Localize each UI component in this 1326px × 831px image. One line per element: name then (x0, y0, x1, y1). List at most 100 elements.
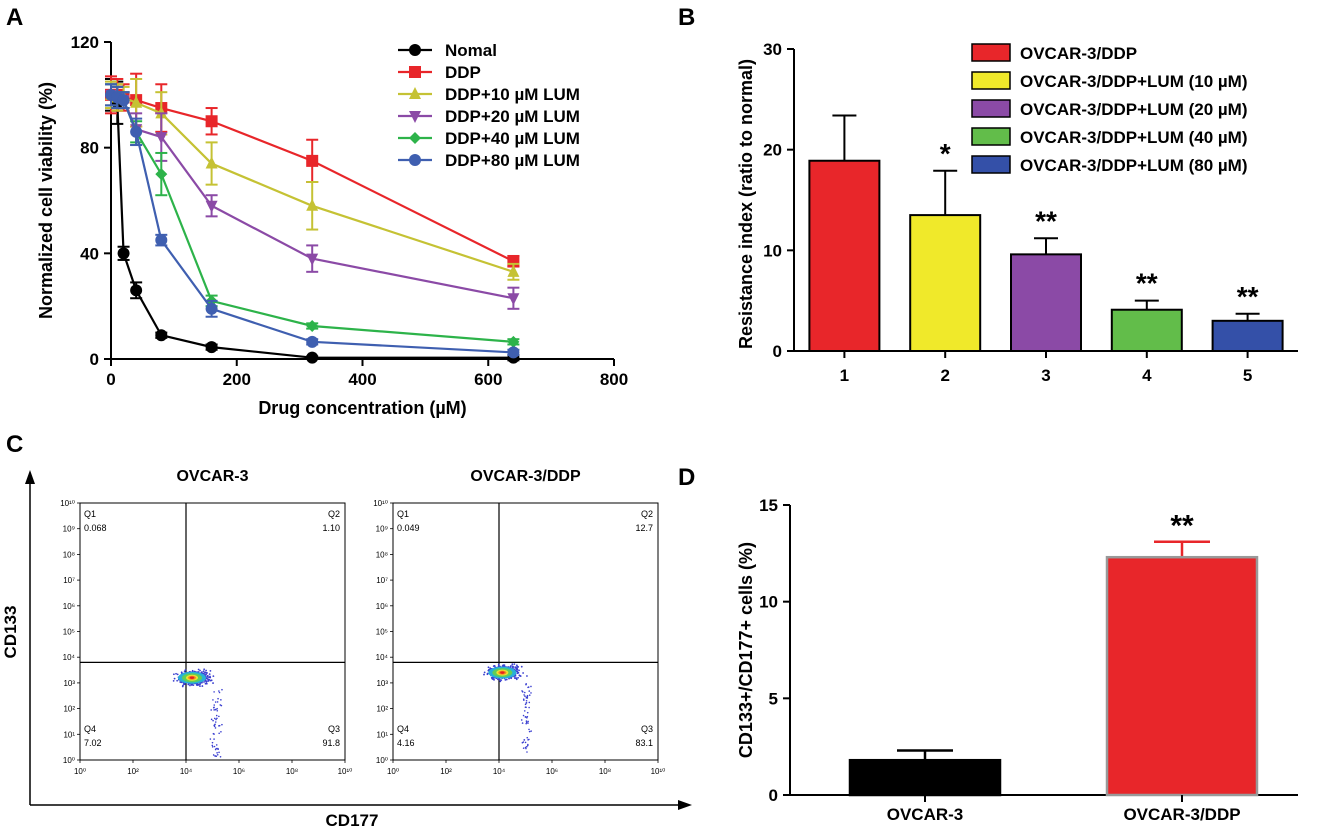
y-axis-label: CD133+/CD177+ cells (%) (736, 542, 756, 758)
event-dot (215, 744, 218, 746)
event-dot (513, 663, 516, 666)
event-dot (210, 709, 212, 711)
event-dot (216, 707, 218, 710)
event-dot (209, 679, 212, 682)
quadrant-value-q2: 1.10 (322, 523, 340, 533)
event-dot (527, 686, 530, 688)
event-dot (205, 671, 207, 674)
event-dot (515, 678, 518, 681)
y-tick-label: 10⁵ (376, 628, 388, 637)
event-dot (206, 674, 209, 677)
event-dot (189, 684, 191, 687)
event-cloud (172, 668, 223, 758)
quadrant-value-q1: 0.049 (397, 523, 420, 533)
legend-marker (409, 132, 421, 144)
panel-letter-d: D (678, 464, 695, 491)
legend-swatch (971, 71, 1011, 90)
event-dot (203, 668, 206, 671)
event-dot (172, 673, 175, 676)
event-dot (205, 682, 208, 685)
y-tick-label: 15 (759, 496, 778, 515)
y-tick-label: 10⁵ (63, 628, 75, 637)
data-point (306, 319, 319, 332)
y-tick-label: 10⁰ (63, 756, 75, 765)
y-tick-label: 10¹ (376, 730, 388, 739)
event-dot (504, 678, 507, 681)
event-dot (215, 714, 218, 717)
event-dot (528, 728, 530, 731)
x-tick-label: OVCAR-3/DDP (1123, 805, 1240, 824)
event-dot (205, 669, 208, 672)
legend-entry: DDP+10 µM LUM (445, 85, 580, 104)
y-tick-label: 120 (71, 33, 99, 52)
event-dot (211, 741, 214, 744)
x-axis-arrow-head (678, 800, 692, 810)
y-tick-label: 80 (80, 139, 99, 158)
event-dot (209, 669, 212, 672)
event-dot (526, 711, 529, 714)
event-dot (212, 754, 215, 756)
y-axis-arrow-head (25, 470, 35, 484)
flow-plot-title: OVCAR-3/DDP (470, 468, 581, 485)
event-dot (216, 701, 219, 703)
quadrant-value-q4: 7.02 (84, 738, 102, 748)
event-dot (214, 755, 217, 757)
legend-entry: DDP+20 µM LUM (445, 107, 580, 126)
event-dot (483, 671, 486, 674)
event-dot (526, 696, 529, 698)
data-point (306, 335, 319, 348)
event-dot (212, 699, 214, 701)
y-tick-label: 30 (763, 40, 782, 59)
event-dot (210, 718, 213, 721)
event-dot (523, 694, 525, 696)
x-axis-label: CD177 (326, 811, 379, 830)
legend-entry: OVCAR-3/DDP (1020, 44, 1137, 63)
data-point (117, 94, 130, 107)
data-point (205, 341, 218, 354)
event-dot (505, 678, 508, 681)
quadrant-value-q3: 83.1 (635, 738, 653, 748)
x-tick-label: 3 (1041, 366, 1050, 385)
event-cloud (483, 663, 532, 753)
y-tick-label: 5 (769, 689, 778, 708)
event-dot (523, 739, 526, 741)
event-dot (172, 679, 175, 682)
event-dot (203, 681, 205, 683)
flow-plot-ovcar-3-ddp: OVCAR-3/DDP 10⁰ 10¹ 10² 10³ 10⁴ 10⁵ 10⁶ 10⁷ 10⁸ 10… (373, 468, 665, 776)
y-tick-label: 10⁷ (63, 576, 75, 585)
event-dot (526, 694, 529, 697)
quadrant-value-q2: 12.7 (635, 523, 653, 533)
event-dot (515, 664, 518, 667)
chart-a: 0 40 80 120 0 200 400 600 800 Drug concentration … (36, 33, 628, 418)
y-tick-label: 10³ (63, 679, 75, 688)
event-dot (209, 676, 212, 679)
event-dot (512, 665, 515, 668)
event-dot (183, 670, 186, 673)
legend-marker (409, 66, 421, 78)
x-tick-label: 800 (600, 370, 628, 389)
event-dot (524, 715, 527, 718)
flow-plot-ovcar-3: OVCAR-3 10⁰ 10¹ 10² 10³ 10⁴ 10⁵ 10⁶ 10⁷ 10⁸ 10⁹ 10¹… (60, 468, 352, 776)
legend-entry: DDP+40 µM LUM (445, 129, 580, 148)
x-tick-label: 10⁴ (493, 767, 506, 776)
event-dot (525, 702, 528, 704)
event-dot (527, 722, 529, 724)
event-dot (522, 698, 525, 701)
data-point (507, 264, 520, 277)
event-dot (516, 666, 519, 668)
x-tick-label: 10⁸ (599, 767, 611, 776)
event-dot (520, 665, 523, 668)
y-tick-label: 0 (769, 786, 778, 805)
event-dot (528, 701, 531, 704)
legend-marker (409, 111, 421, 123)
event-dot (213, 717, 216, 720)
data-point (155, 329, 168, 342)
y-tick-label: 10⁸ (63, 550, 75, 559)
event-dot (508, 677, 510, 680)
event-dot (205, 677, 208, 680)
event-dot (514, 666, 517, 669)
event-dot (522, 672, 525, 674)
y-tick-label: 20 (763, 141, 782, 160)
event-dot (487, 666, 490, 669)
event-dot (528, 706, 530, 709)
